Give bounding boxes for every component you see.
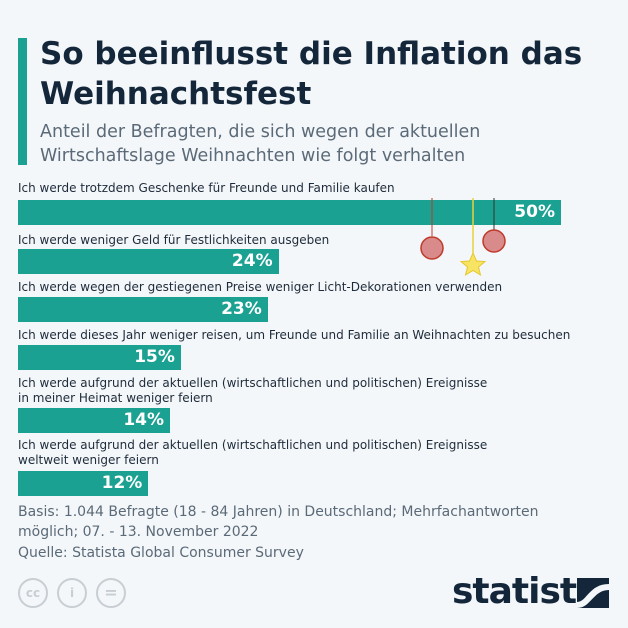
star-icon xyxy=(459,251,487,277)
bauble-icon xyxy=(482,229,506,253)
data-label: 12% xyxy=(101,473,143,493)
statista-logo[interactable]: statista xyxy=(452,570,600,614)
category-label: Ich werde aufgrund der aktuellen (wirtsc… xyxy=(18,438,488,467)
data-label: 50% xyxy=(514,202,555,222)
bar: 24% xyxy=(18,249,279,274)
category-label: Ich werde wegen der gestiegenen Preise w… xyxy=(18,280,503,294)
attribution-icon: i xyxy=(57,578,87,608)
footer-basis: Basis: 1.044 Befragte (18 - 84 Jahren) i… xyxy=(18,504,539,540)
category-label: Ich werde dieses Jahr weniger reisen, um… xyxy=(18,328,571,342)
bar: 12% xyxy=(18,471,149,496)
data-label: 14% xyxy=(123,410,165,430)
footer-source: Quelle: Statista Global Consumer Survey xyxy=(18,545,304,561)
bauble-icon xyxy=(420,236,444,260)
category-label: Ich werde weniger Geld für Festlichkeite… xyxy=(18,233,330,247)
statista-logo-icon xyxy=(577,578,609,608)
data-label: 24% xyxy=(231,251,273,271)
bar: 14% xyxy=(18,408,171,433)
christmas-ornaments xyxy=(420,198,506,277)
bar: 23% xyxy=(18,297,268,322)
bar: 50% xyxy=(18,200,561,225)
cc-license-icon: cc xyxy=(18,578,48,608)
chart-title: So beeinflusst die Inflation das Weihnac… xyxy=(40,36,583,112)
title-accent-bar xyxy=(18,38,27,165)
bar: 15% xyxy=(18,345,181,370)
no-derivatives-icon: = xyxy=(96,578,126,608)
data-label: 23% xyxy=(221,299,262,319)
category-label: Ich werde aufgrund der aktuellen (wirtsc… xyxy=(18,376,488,405)
chart-subtitle: Anteil der Befragten, die sich wegen der… xyxy=(40,122,481,166)
logo-text: statista xyxy=(452,571,600,612)
data-label: 15% xyxy=(134,347,175,367)
category-label: Ich werde trotzdem Geschenke für Freunde… xyxy=(18,181,395,195)
